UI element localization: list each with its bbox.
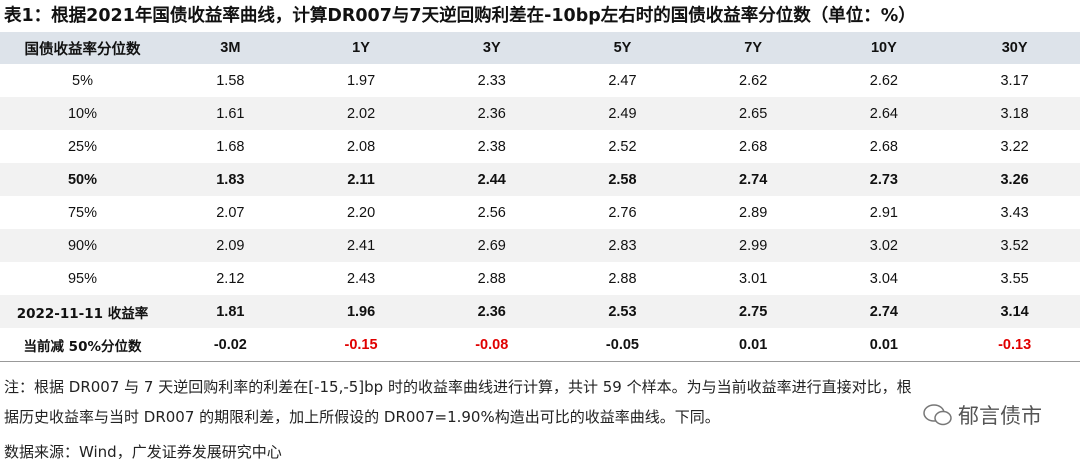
cell: 1.68 (216, 138, 245, 155)
cell: 2.41 (295, 229, 427, 262)
cell: 2.68 (739, 138, 768, 155)
note-line: 据历史收益率与当时 DR007 的期限利差，加上所假设的 DR007=1.90%… (4, 408, 720, 426)
cell: 2.76 (608, 204, 637, 221)
cell: 1.96 (295, 295, 427, 328)
cell: 2.91 (869, 204, 898, 221)
source: 数据来源：Wind，广发证券发展研究中心 (4, 443, 282, 461)
cell: 2.36 (426, 295, 558, 328)
table-row: 5% 1.58 1.97 2.33 2.47 2.62 2.62 3.17 (0, 64, 1080, 97)
cell: 2.20 (346, 204, 376, 221)
cell: 2.99 (687, 229, 819, 262)
header-cell: 7Y (687, 32, 819, 64)
table-row: 10% 1.61 2.02 2.36 2.49 2.65 2.64 3.18 (0, 97, 1080, 130)
cell: 3.55 (1000, 270, 1029, 287)
cell: 3.01 (739, 270, 768, 287)
table-row: 25% 1.68 2.08 2.38 2.52 2.68 2.68 3.22 (0, 130, 1080, 163)
cell: 0.01 (818, 328, 950, 362)
watermark: 郁言债市 (958, 404, 1042, 428)
data-table: 国债收益率分位数 3M 1Y 3Y 5Y 7Y 10Y 30Y 5% 1.58 1.97 2.33 2… (0, 32, 1080, 362)
header-cell: 国债收益率分位数 (0, 32, 165, 64)
cell: 2.74 (687, 163, 819, 196)
cell: 3.14 (949, 295, 1080, 328)
row-label: 10% (0, 97, 165, 130)
cell: 2.43 (346, 270, 376, 287)
cell: 2.56 (477, 204, 506, 221)
table-row: 50% 1.83 2.11 2.44 2.58 2.74 2.73 3.26 (0, 163, 1080, 196)
table-row: 95% 2.12 2.43 2.88 2.88 3.01 3.04 3.55 (0, 262, 1080, 295)
cell: 2.68 (869, 138, 898, 155)
cell: 2.74 (818, 295, 950, 328)
cell: 3.52 (949, 229, 1080, 262)
cell: 2.11 (295, 163, 427, 196)
cell: 2.49 (557, 97, 688, 130)
cell: -0.15 (295, 328, 427, 362)
cell: 3.17 (1000, 72, 1029, 89)
cell: 2.08 (346, 138, 376, 155)
cell: 2.88 (608, 270, 637, 287)
cell: 2.09 (165, 229, 296, 262)
cell: 3.26 (949, 163, 1080, 196)
header-cell: 5Y (557, 32, 688, 64)
row-label: 2022-11-11 收益率 (0, 295, 165, 328)
row-label: 75% (67, 204, 98, 221)
row-label: 50% (0, 163, 165, 196)
cell: 2.73 (818, 163, 950, 196)
header-cell: 1Y (295, 32, 427, 64)
header-cell: 30Y (949, 32, 1080, 64)
row-label: 25% (67, 138, 98, 155)
cell: 2.89 (739, 204, 768, 221)
cell: 2.65 (687, 97, 819, 130)
cell: 2.75 (687, 295, 819, 328)
note-line: 注：根据 DR007 与 7 天逆回购利率的利差在[-15,-5]bp 时的收益… (4, 378, 912, 396)
cell: 2.47 (608, 72, 637, 89)
cell: 0.01 (687, 328, 819, 362)
cell: 2.33 (477, 72, 506, 89)
table-row: 当前减 50%分位数 -0.02 -0.15 -0.08 -0.05 0.01 0.01 -0… (0, 328, 1080, 362)
cell: 2.58 (557, 163, 688, 196)
cell: 3.43 (1000, 204, 1029, 221)
row-label: 95% (67, 270, 98, 287)
cell: -0.05 (557, 328, 688, 362)
cell: 2.44 (426, 163, 558, 196)
cell: 2.69 (426, 229, 558, 262)
header-cell: 3M (165, 32, 296, 64)
cell: -0.08 (426, 328, 558, 362)
cell: 1.83 (165, 163, 296, 196)
cell: 1.81 (165, 295, 296, 328)
cell: 2.88 (477, 270, 506, 287)
cell: 2.38 (477, 138, 506, 155)
cell: 2.02 (295, 97, 427, 130)
cell: -0.02 (165, 328, 296, 362)
header-cell: 3Y (426, 32, 558, 64)
cell: 2.07 (216, 204, 245, 221)
cell: 2.12 (216, 270, 245, 287)
cell: 2.62 (869, 72, 898, 89)
cell: 3.04 (869, 270, 898, 287)
cell: 3.22 (1000, 138, 1029, 155)
header-cell: 10Y (818, 32, 950, 64)
row-label: 5% (72, 72, 93, 89)
header-row: 国债收益率分位数 3M 1Y 3Y 5Y 7Y 10Y 30Y (0, 32, 1080, 64)
table-row: 75% 2.07 2.20 2.56 2.76 2.89 2.91 3.43 (0, 196, 1080, 229)
table-body: 5% 1.58 1.97 2.33 2.47 2.62 2.62 3.17 10% 1.61 2.0… (0, 64, 1080, 362)
cell: -0.13 (949, 328, 1080, 362)
cell: 1.58 (216, 72, 245, 89)
cell: 2.36 (426, 97, 558, 130)
cell: 1.61 (165, 97, 296, 130)
row-label: 90% (0, 229, 165, 262)
cell: 3.02 (818, 229, 950, 262)
table-title: 表1：根据2021年国债收益率曲线，计算DR007与7天逆回购利差在-10bp左… (4, 6, 916, 26)
cell: 2.53 (557, 295, 688, 328)
cell: 2.62 (739, 72, 768, 89)
row-label: 当前减 50%分位数 (0, 328, 165, 362)
table-row: 2022-11-11 收益率 1.81 1.96 2.36 2.53 2.75 2.74 3.… (0, 295, 1080, 328)
cell: 3.18 (949, 97, 1080, 130)
table-row: 90% 2.09 2.41 2.69 2.83 2.99 3.02 3.52 (0, 229, 1080, 262)
cell: 2.52 (608, 138, 637, 155)
watermark-icon (923, 404, 952, 426)
cell: 2.83 (557, 229, 688, 262)
cell: 2.64 (818, 97, 950, 130)
cell: 1.97 (346, 72, 376, 89)
